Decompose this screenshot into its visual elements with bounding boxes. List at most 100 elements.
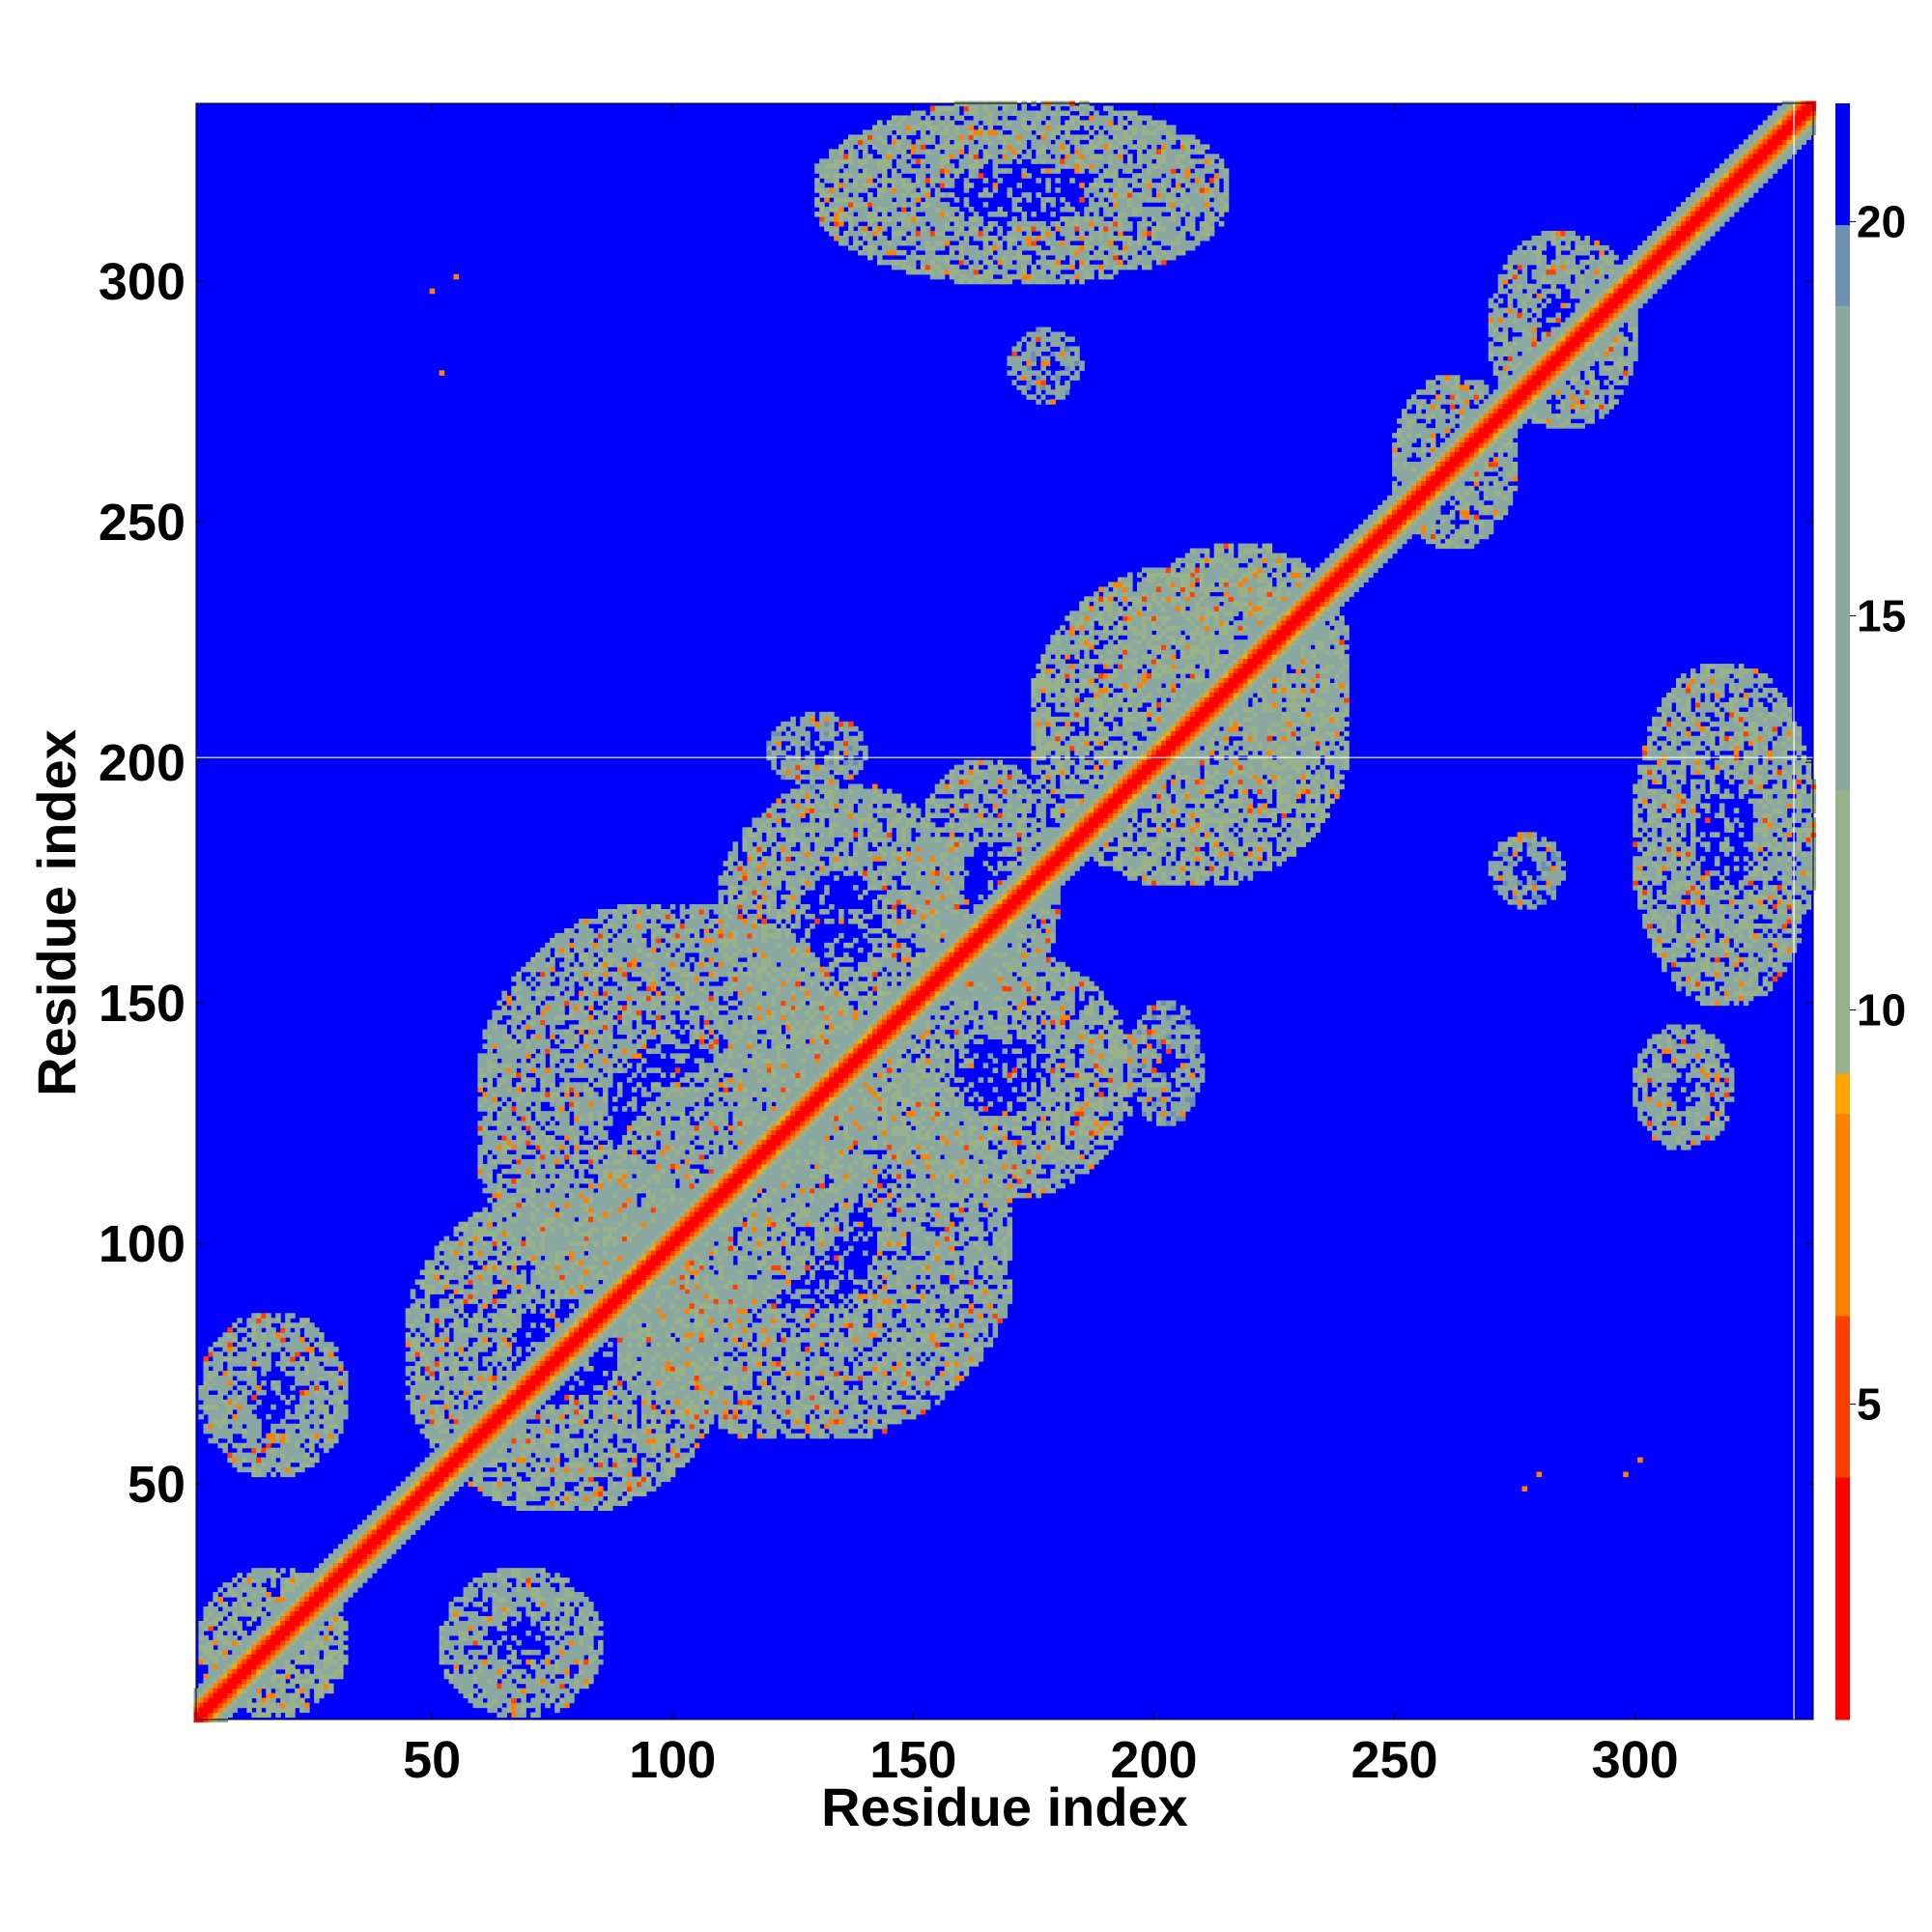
contact-cell [459, 1626, 465, 1632]
contact-cell [472, 1602, 478, 1607]
contact-cell [540, 1602, 546, 1607]
contact-cell [299, 1342, 305, 1348]
contact-cell [406, 1322, 412, 1328]
contact-cell [266, 1602, 271, 1607]
contact-cell [550, 1429, 555, 1435]
contact-cell [415, 1347, 421, 1352]
contact-cell [588, 1463, 594, 1468]
contact-cell [598, 1429, 604, 1435]
contact-cell [535, 1708, 541, 1714]
contact-cell [603, 1409, 609, 1415]
contact-cell [440, 1424, 445, 1430]
contact-cell [295, 1453, 300, 1459]
contact-cell [246, 1390, 252, 1396]
contact-cell [256, 1443, 262, 1449]
contact-cell [506, 1500, 512, 1506]
contact-cell [222, 1332, 228, 1338]
contact-cell [482, 1232, 488, 1237]
contact-cell [506, 1256, 512, 1262]
contact-cell [492, 1693, 497, 1699]
contact-cell [246, 1371, 252, 1377]
contact-cell [304, 1708, 310, 1714]
contact-cell [232, 1424, 238, 1430]
contact-cell [477, 1650, 483, 1656]
contact-cell [603, 1434, 609, 1439]
contact-cell [603, 1492, 609, 1497]
contact-cell [530, 1269, 536, 1275]
contact-cell [583, 1635, 589, 1641]
contact-cell [472, 1366, 478, 1372]
contact-cell [440, 1395, 445, 1401]
contact-cell [492, 1611, 497, 1617]
contact-cell [501, 1482, 507, 1488]
contact-cell [497, 1327, 502, 1333]
contact-cell [506, 1361, 512, 1367]
contact-cell [203, 1655, 209, 1661]
contact-cell [469, 1689, 474, 1694]
contact-cell [497, 1626, 502, 1632]
contact-cell [459, 1376, 465, 1381]
contact-cell [598, 1505, 604, 1511]
contact-cell [487, 1251, 493, 1257]
contact-cell [487, 1217, 493, 1223]
contact-cell [304, 1429, 310, 1435]
contact-cell [285, 1327, 291, 1333]
contact-cell [280, 1361, 286, 1367]
contact-cell [583, 1414, 589, 1420]
contact-cell [526, 1592, 531, 1598]
contact-cell [246, 1424, 252, 1430]
contact-cell [459, 1689, 465, 1694]
contact-cell [497, 1366, 502, 1372]
contact-cell [579, 1616, 584, 1622]
contact-cell [213, 1371, 218, 1377]
contact-cell [251, 1361, 257, 1367]
contact-cell [497, 1606, 502, 1612]
contact-cell [251, 1577, 257, 1583]
contact-cell [256, 1390, 262, 1396]
contact-cell [256, 1337, 262, 1343]
contact-cell [464, 1289, 469, 1294]
contact-cell [280, 1664, 286, 1670]
contact-cell [449, 1424, 455, 1430]
contact-cell [472, 1217, 478, 1223]
contact-cell [406, 1356, 412, 1362]
contact-cell [435, 1342, 440, 1348]
contact-cell [492, 1587, 497, 1593]
contact-cell [251, 1434, 257, 1439]
contact-cell [299, 1458, 305, 1463]
contact-cell [459, 1327, 465, 1333]
contact-cell [217, 1597, 223, 1603]
contact-cell [338, 1429, 344, 1435]
contact-cell [564, 1495, 570, 1501]
contact-cell [309, 1660, 315, 1665]
contact-cell [469, 1698, 474, 1704]
contact-cell [454, 1621, 460, 1627]
contact-cell [449, 1361, 455, 1367]
contact-cell [328, 1419, 334, 1425]
contact-cell [338, 1419, 344, 1425]
contact-cell [285, 1577, 291, 1583]
contact-cell [482, 1703, 488, 1709]
contact-cell [232, 1635, 238, 1641]
contact-cell [256, 1419, 262, 1425]
contact-cell [203, 1424, 209, 1430]
contact-cell [280, 1582, 286, 1588]
contact-cell [477, 1313, 483, 1319]
contact-cell [559, 1487, 565, 1492]
contact-cell [472, 1376, 478, 1381]
contact-cell [309, 1414, 315, 1420]
contact-cell [444, 1303, 450, 1309]
contact-cell [511, 1635, 517, 1641]
contact-cell [246, 1453, 252, 1459]
contact-cell [309, 1463, 315, 1468]
contact-cell [299, 1703, 305, 1709]
contact-cell [550, 1463, 555, 1468]
contact-cell [304, 1443, 310, 1449]
contact-cell [516, 1347, 522, 1352]
contact-cell [338, 1664, 344, 1670]
contact-cell [454, 1424, 460, 1430]
contact-cell [285, 1684, 291, 1690]
contact-cell [545, 1664, 551, 1670]
contact-cell [472, 1236, 478, 1242]
contact-cell [314, 1371, 320, 1377]
